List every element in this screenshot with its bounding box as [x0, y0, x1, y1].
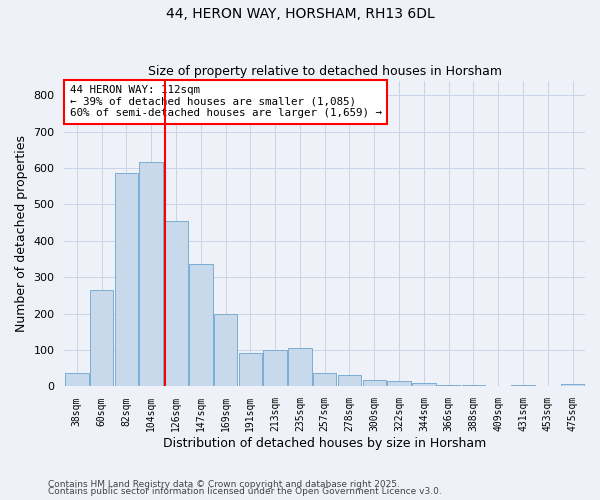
Bar: [263, 350, 287, 387]
Bar: [437, 385, 460, 386]
Bar: [139, 162, 163, 386]
Bar: [115, 174, 138, 386]
Bar: [288, 348, 311, 387]
Bar: [214, 314, 238, 386]
Bar: [164, 221, 188, 386]
Text: Contains HM Land Registry data © Crown copyright and database right 2025.: Contains HM Land Registry data © Crown c…: [48, 480, 400, 489]
Bar: [189, 264, 212, 386]
Text: 44, HERON WAY, HORSHAM, RH13 6DL: 44, HERON WAY, HORSHAM, RH13 6DL: [166, 8, 434, 22]
Bar: [362, 380, 386, 386]
Text: Contains public sector information licensed under the Open Government Licence v3: Contains public sector information licen…: [48, 487, 442, 496]
Bar: [313, 373, 337, 386]
Text: 44 HERON WAY: 112sqm
← 39% of detached houses are smaller (1,085)
60% of semi-de: 44 HERON WAY: 112sqm ← 39% of detached h…: [70, 85, 382, 118]
Y-axis label: Number of detached properties: Number of detached properties: [15, 135, 28, 332]
Bar: [90, 290, 113, 386]
Bar: [412, 383, 436, 386]
Bar: [387, 381, 411, 386]
Bar: [65, 373, 89, 386]
Bar: [239, 352, 262, 386]
Bar: [461, 384, 485, 386]
Title: Size of property relative to detached houses in Horsham: Size of property relative to detached ho…: [148, 65, 502, 78]
X-axis label: Distribution of detached houses by size in Horsham: Distribution of detached houses by size …: [163, 437, 487, 450]
Bar: [338, 375, 361, 386]
Bar: [561, 384, 584, 386]
